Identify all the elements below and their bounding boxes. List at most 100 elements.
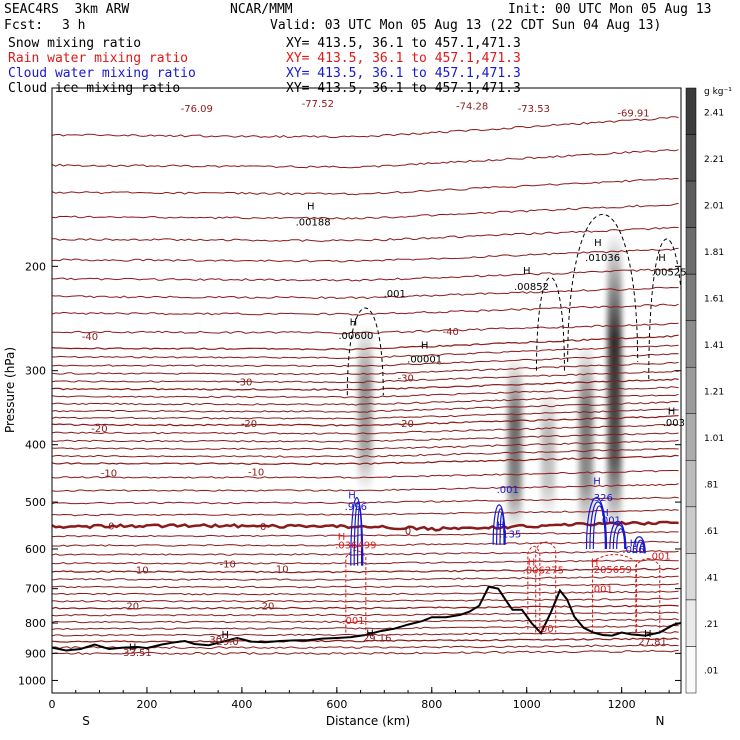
contour-label: 0 xyxy=(108,522,114,533)
maximum-label: .056 xyxy=(622,545,644,556)
colorbar-swatch xyxy=(685,227,697,275)
isotherm-line xyxy=(52,624,679,630)
isotherm-line xyxy=(52,267,679,282)
isotherm-line xyxy=(52,611,679,617)
maximum-label: .001 xyxy=(649,551,671,562)
maximum-label: 29.16 xyxy=(363,634,392,645)
isotherm-10 xyxy=(52,567,679,574)
maximum-label: H xyxy=(338,532,346,543)
isotherm-line xyxy=(52,202,679,220)
fcst-label: Fcst: xyxy=(4,18,44,33)
colorbar-label: .61 xyxy=(704,527,718,537)
isotherm-line xyxy=(52,116,679,139)
isotherm-line xyxy=(52,303,679,316)
isotherm-line xyxy=(52,470,679,479)
maximum-label: H xyxy=(350,318,358,329)
isotherm-line xyxy=(52,177,679,196)
colorbar-label: .41 xyxy=(704,574,718,584)
isotherm-line xyxy=(52,386,679,399)
maximum-label: H xyxy=(594,238,602,249)
isotherm-line xyxy=(52,649,679,655)
colorbar-swatch xyxy=(685,180,697,228)
south-end-label: S xyxy=(82,714,90,728)
maximum-label: .996 xyxy=(345,502,367,513)
isotherm-line xyxy=(52,423,679,435)
colorbar-label: 1.61 xyxy=(704,294,724,304)
rain-contour xyxy=(635,558,661,633)
maximum-label: .00525 xyxy=(652,267,687,278)
isotherm--10 xyxy=(52,454,679,466)
isotherm-line xyxy=(52,247,679,263)
cloud-water-contour xyxy=(616,528,626,550)
contour-label: 20 xyxy=(262,602,275,613)
colorbar-unit: g kg⁻¹ xyxy=(704,87,732,97)
maximum-label: .003 xyxy=(663,418,685,429)
isotherm-line xyxy=(52,583,679,589)
isotherm--20 xyxy=(52,415,679,427)
maximum-label: .006275 xyxy=(523,566,564,577)
maximum-label: H xyxy=(644,629,652,640)
contour-label: 10 xyxy=(276,564,289,575)
colorbar-swatch xyxy=(685,460,697,508)
isotherm-30 xyxy=(52,637,679,643)
isotherm-0 xyxy=(52,520,679,532)
contour-label: 20 xyxy=(126,602,139,613)
center-label: NCAR/MMM xyxy=(230,2,293,17)
field-xy-rain: XY= 413.5, 36.1 to 457.1,471.3 xyxy=(286,51,521,66)
contour-label: -30 xyxy=(397,373,413,384)
colorbar-label: .21 xyxy=(704,620,718,630)
maximum-label: .00852 xyxy=(514,282,549,293)
field-name-rain: Rain water mixing ratio xyxy=(8,51,189,66)
maximum-label: .001 xyxy=(591,585,613,596)
rain-contour xyxy=(592,554,638,633)
isotherm-line xyxy=(52,643,679,650)
cloud-water-contour xyxy=(592,505,606,550)
maximum-label: .00188 xyxy=(296,217,331,228)
maximum-label: H xyxy=(129,643,137,654)
x-tick-label: 800 xyxy=(421,698,442,711)
field-name-cloud-water: Cloud water mixing ratio xyxy=(8,66,196,81)
contour-label: -20 xyxy=(241,419,257,430)
maximum-label: .001 xyxy=(342,616,364,627)
maximum-label: H xyxy=(222,630,230,641)
maximum-label: .00001 xyxy=(407,354,442,365)
contour-label: -69.91 xyxy=(617,109,649,120)
isotherm-line xyxy=(52,575,679,581)
contour-label: -10 xyxy=(219,560,235,571)
maximum-label: .205659 xyxy=(591,565,632,576)
cloud-water-contour xyxy=(499,512,505,545)
colorbar-label: 1.01 xyxy=(704,434,724,444)
contour-label: -40 xyxy=(82,332,98,343)
colorbar-label: 1.81 xyxy=(704,248,724,258)
maximum-label: 29.0 xyxy=(217,637,239,648)
isotherm-line xyxy=(52,531,679,538)
maximum-label: H xyxy=(658,253,666,264)
maximum-label: .001 xyxy=(599,516,621,527)
x-axis-label: Distance (km) xyxy=(326,714,410,728)
maximum-label: .326 xyxy=(591,493,613,504)
maximum-label: .00600 xyxy=(338,331,373,342)
isotherm--40 xyxy=(52,334,679,351)
isotherm-line xyxy=(52,370,679,384)
colorbar-label: 2.21 xyxy=(704,155,724,165)
y-tick-label: 800 xyxy=(25,617,46,630)
isotherm-line xyxy=(52,286,679,300)
colorbar-label: .01 xyxy=(704,667,718,677)
field-xy-cloud-water: XY= 413.5, 36.1 to 457.1,471.3 xyxy=(286,66,521,81)
maximum-label: H xyxy=(307,202,315,213)
isotherm-line xyxy=(52,559,679,565)
colorbar-label: 1.41 xyxy=(704,341,724,351)
isotherm-20 xyxy=(52,604,679,610)
maximum-label: .135 xyxy=(499,530,521,541)
contour-label: -20 xyxy=(397,419,413,430)
snow-contour xyxy=(346,307,384,396)
maximum-label: H xyxy=(366,629,374,640)
maximum-label: H xyxy=(528,558,536,569)
maximum-label: 33.51 xyxy=(123,648,152,659)
colorbar-label: 2.01 xyxy=(704,201,724,211)
contour-label: -40 xyxy=(443,327,459,338)
y-tick-label: 200 xyxy=(25,260,46,273)
isotherm-line xyxy=(52,508,679,517)
contour-label: -77.52 xyxy=(302,99,334,110)
